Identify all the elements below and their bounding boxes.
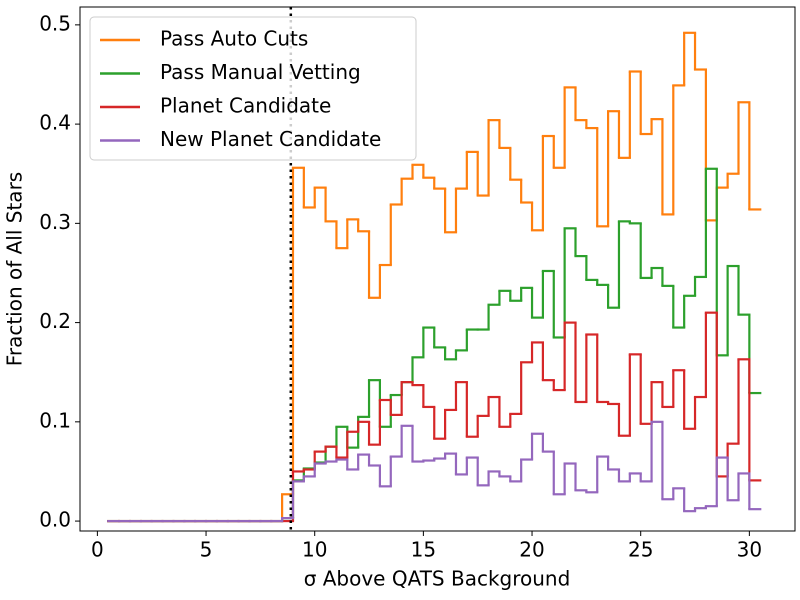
y-tick-label: 0.4	[39, 111, 71, 135]
x-tick-label: 5	[200, 538, 213, 562]
legend-label: Planet Candidate	[160, 94, 331, 118]
plot-frame	[79, 6, 796, 532]
x-tick-label: 0	[91, 538, 104, 562]
legend-label: Pass Auto Cuts	[160, 27, 308, 51]
y-tick-label: 0.5	[39, 11, 71, 35]
x-tick-label: 10	[302, 538, 327, 562]
x-tick-label: 20	[519, 538, 544, 562]
y-tick-label: 0.0	[39, 508, 71, 532]
y-tick-label: 0.2	[39, 309, 71, 333]
x-tick-label: 30	[737, 538, 762, 562]
x-axis-label: σ Above QATS Background	[304, 567, 571, 591]
legend-box	[89, 16, 417, 161]
x-tick-label: 25	[628, 538, 653, 562]
x-tick-label: 15	[411, 538, 436, 562]
legend-label: New Planet Candidate	[160, 127, 381, 151]
y-tick-label: 0.3	[39, 210, 71, 234]
y-axis-label: Fraction of All Stars	[3, 172, 27, 366]
legend-label: Pass Manual Vetting	[160, 60, 361, 84]
y-tick-label: 0.1	[39, 408, 71, 432]
